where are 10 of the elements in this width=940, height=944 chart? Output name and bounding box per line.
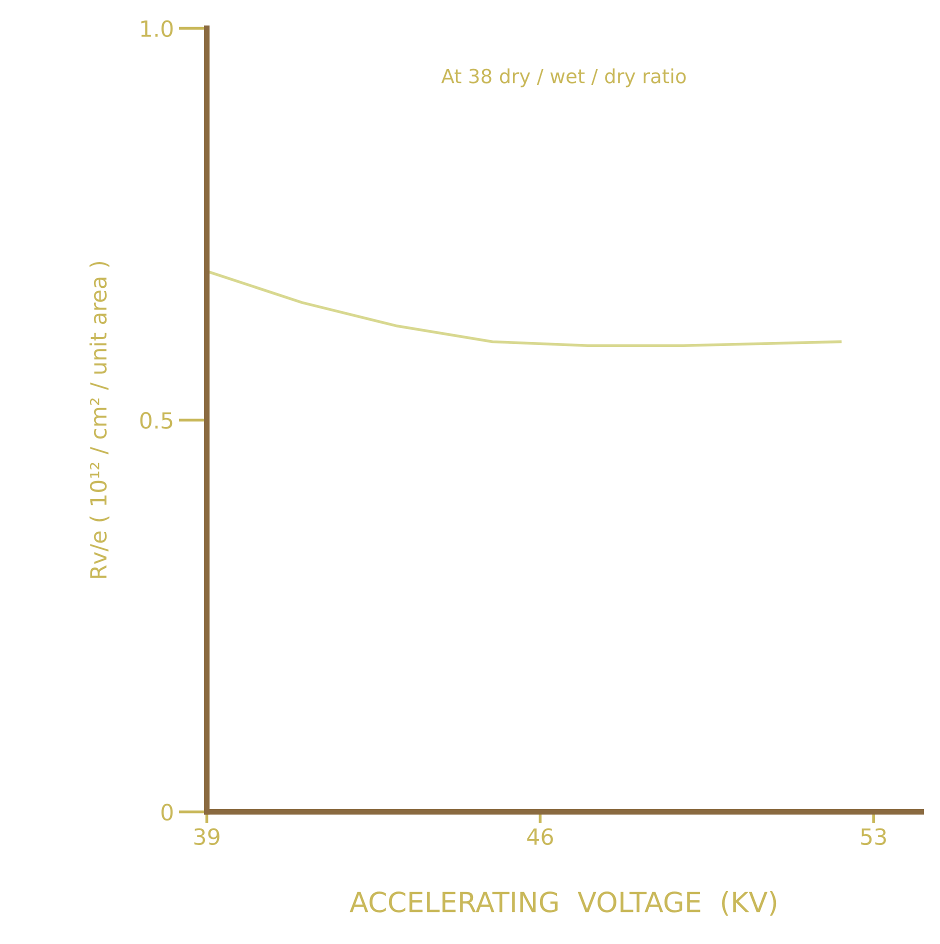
y-axis-title: Rv/e ( 10¹² / cm² / unit area ) (90, 262, 110, 578)
y-tick-label: 1.0 (141, 20, 173, 38)
y-tick-label: 0 (161, 804, 173, 821)
y-tick-label: 0.5 (140, 412, 172, 429)
x-tick-label: 39 (194, 828, 220, 846)
x-tick-label: 46 (527, 828, 553, 846)
text: At 38 dry / wet / dry ratio (441, 68, 686, 88)
x-tick-label: 53 (861, 828, 886, 846)
x-axis-title: ACCELERATING VOLTAGE (KV) (350, 891, 776, 916)
line-series (206, 270, 842, 348)
